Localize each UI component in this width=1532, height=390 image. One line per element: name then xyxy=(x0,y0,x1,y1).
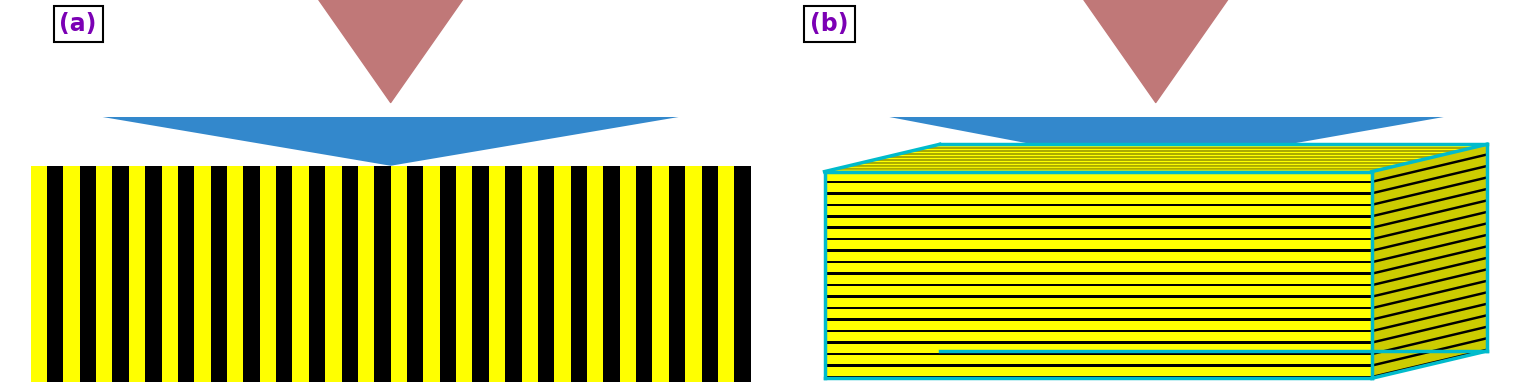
Bar xyxy=(824,238,1371,241)
Bar xyxy=(80,166,97,382)
Bar xyxy=(685,166,702,382)
Bar xyxy=(391,166,408,382)
Polygon shape xyxy=(1371,234,1488,264)
Polygon shape xyxy=(1371,176,1488,206)
Bar xyxy=(824,204,1371,206)
Bar xyxy=(620,166,636,382)
Bar xyxy=(538,166,555,382)
Bar xyxy=(227,166,244,382)
Bar xyxy=(309,166,325,382)
Polygon shape xyxy=(889,117,1443,168)
Polygon shape xyxy=(1371,337,1488,367)
Bar xyxy=(97,166,112,382)
Polygon shape xyxy=(1371,222,1488,252)
Bar xyxy=(423,166,440,382)
Bar xyxy=(440,166,457,382)
Polygon shape xyxy=(1371,211,1488,241)
Bar xyxy=(824,330,1371,332)
Bar xyxy=(129,166,146,382)
Bar xyxy=(653,166,669,382)
Bar xyxy=(521,166,538,382)
Bar xyxy=(47,166,63,382)
Polygon shape xyxy=(824,144,1488,172)
Bar xyxy=(824,284,1371,286)
Bar xyxy=(161,166,178,382)
Polygon shape xyxy=(1371,245,1488,275)
Bar xyxy=(824,353,1371,355)
Bar xyxy=(570,166,587,382)
Bar xyxy=(824,250,1371,252)
Bar xyxy=(276,166,293,382)
Bar xyxy=(824,307,1371,309)
Bar xyxy=(293,166,309,382)
Bar xyxy=(604,166,620,382)
Bar xyxy=(472,166,489,382)
Bar xyxy=(824,376,1371,378)
Bar xyxy=(63,166,80,382)
Polygon shape xyxy=(1371,257,1488,286)
Polygon shape xyxy=(1371,280,1488,309)
Bar xyxy=(457,166,472,382)
Bar xyxy=(112,166,129,382)
Bar xyxy=(489,166,506,382)
Polygon shape xyxy=(1371,268,1488,298)
Bar xyxy=(408,166,423,382)
Bar xyxy=(824,192,1371,195)
Polygon shape xyxy=(1371,153,1488,183)
Text: (a): (a) xyxy=(60,12,97,36)
Bar xyxy=(734,166,751,382)
Bar xyxy=(244,166,260,382)
Bar xyxy=(506,166,521,382)
Bar xyxy=(260,166,276,382)
Bar xyxy=(31,166,751,382)
Bar xyxy=(178,166,195,382)
Bar xyxy=(824,172,1371,378)
Bar xyxy=(824,341,1371,344)
Text: (b): (b) xyxy=(810,12,849,36)
Bar xyxy=(702,166,719,382)
Bar xyxy=(195,166,211,382)
Bar xyxy=(146,166,161,382)
Bar xyxy=(358,166,374,382)
Bar xyxy=(374,166,391,382)
Polygon shape xyxy=(1371,199,1488,229)
Bar xyxy=(210,166,227,382)
Bar xyxy=(719,166,734,382)
Bar xyxy=(555,166,570,382)
Polygon shape xyxy=(1371,326,1488,355)
Bar xyxy=(824,273,1371,275)
Bar xyxy=(342,166,358,382)
Bar xyxy=(824,318,1371,321)
Polygon shape xyxy=(1371,291,1488,321)
Bar xyxy=(587,166,604,382)
Bar xyxy=(824,227,1371,229)
Polygon shape xyxy=(1371,314,1488,344)
Polygon shape xyxy=(103,117,679,166)
Bar xyxy=(824,181,1371,183)
Bar xyxy=(824,215,1371,218)
Polygon shape xyxy=(1371,188,1488,218)
Bar xyxy=(824,295,1371,298)
Bar xyxy=(636,166,653,382)
Bar xyxy=(325,166,342,382)
Polygon shape xyxy=(1371,349,1488,378)
Bar xyxy=(669,166,685,382)
Polygon shape xyxy=(1371,144,1488,378)
Bar xyxy=(824,364,1371,367)
Polygon shape xyxy=(1371,303,1488,332)
Bar xyxy=(31,166,47,382)
Bar xyxy=(824,261,1371,264)
Polygon shape xyxy=(1371,165,1488,195)
